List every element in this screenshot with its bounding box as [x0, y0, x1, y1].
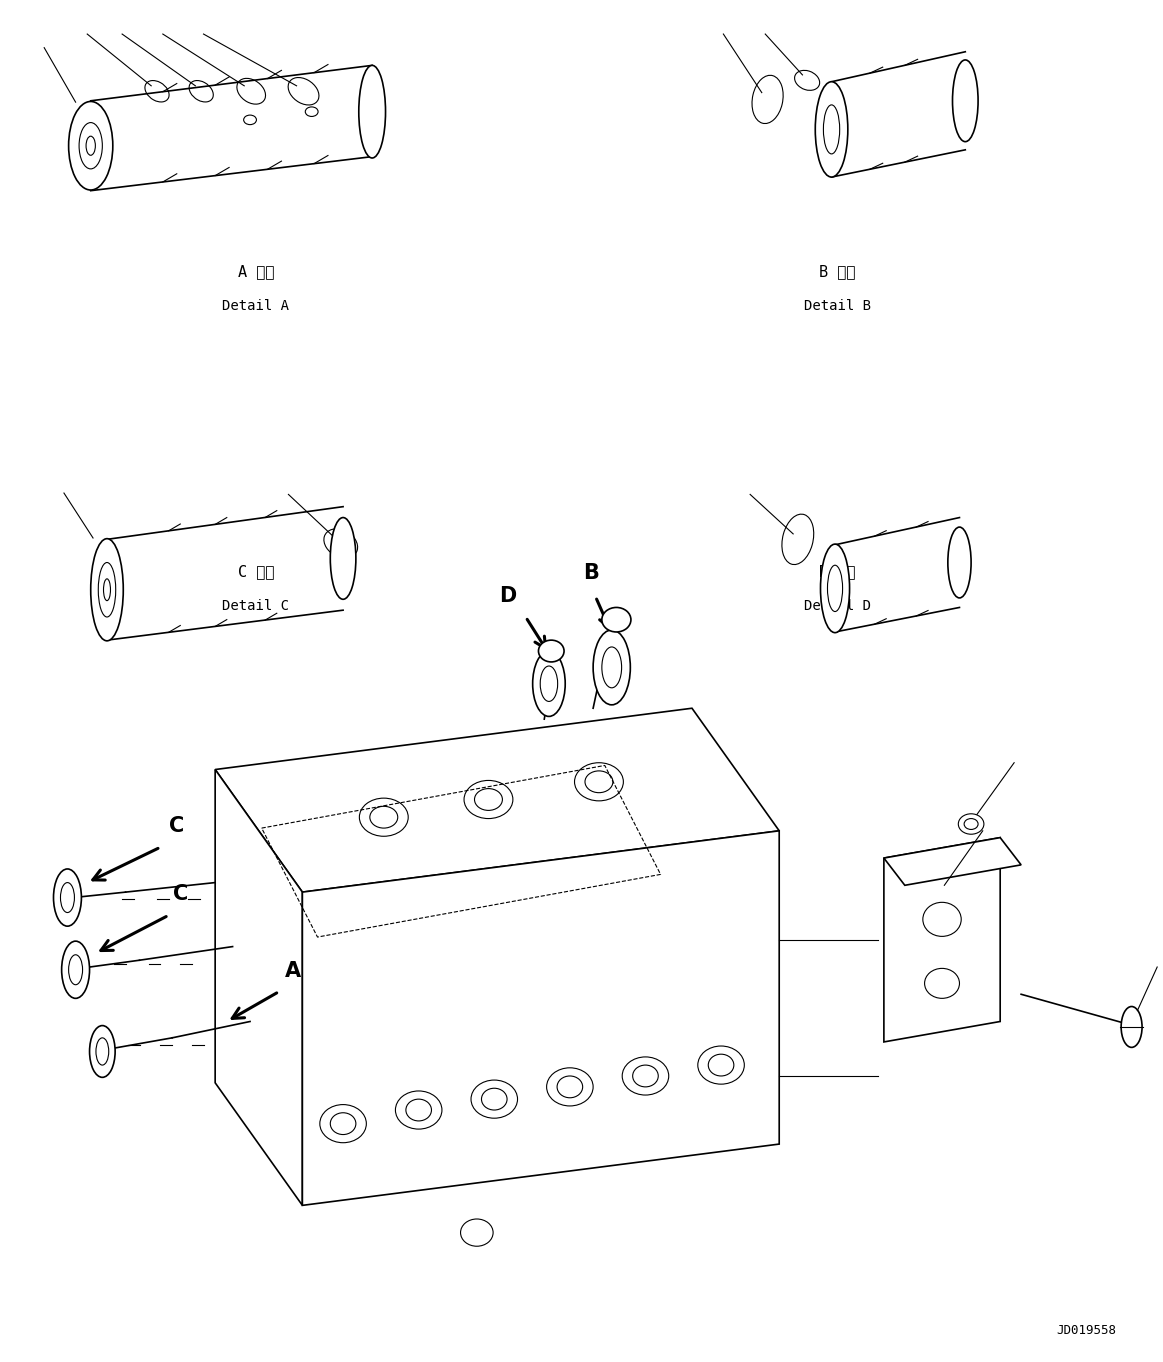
Polygon shape — [884, 838, 1021, 885]
Text: A 詳細: A 詳細 — [237, 264, 274, 279]
Polygon shape — [884, 838, 1000, 1042]
Ellipse shape — [538, 640, 564, 662]
Ellipse shape — [815, 82, 848, 177]
Ellipse shape — [593, 629, 630, 706]
Ellipse shape — [533, 651, 565, 716]
Ellipse shape — [320, 1105, 366, 1143]
Polygon shape — [302, 831, 779, 1205]
Ellipse shape — [1121, 1007, 1142, 1047]
Ellipse shape — [69, 101, 113, 191]
Ellipse shape — [359, 798, 408, 836]
Text: C: C — [172, 884, 188, 904]
Ellipse shape — [395, 1091, 442, 1129]
Ellipse shape — [90, 1026, 115, 1077]
Ellipse shape — [471, 1080, 518, 1118]
Ellipse shape — [358, 65, 386, 158]
Ellipse shape — [62, 941, 90, 998]
Ellipse shape — [698, 1046, 744, 1084]
Ellipse shape — [622, 1057, 669, 1095]
Text: A: A — [285, 960, 301, 981]
Ellipse shape — [952, 60, 978, 142]
Text: D 詳細: D 詳細 — [819, 564, 856, 579]
Ellipse shape — [461, 1219, 493, 1246]
Text: B 詳細: B 詳細 — [819, 264, 856, 279]
Ellipse shape — [575, 763, 623, 801]
Ellipse shape — [948, 527, 971, 598]
Text: Detail A: Detail A — [222, 300, 290, 313]
Ellipse shape — [464, 780, 513, 819]
Text: C: C — [169, 816, 185, 836]
Ellipse shape — [602, 607, 630, 632]
Text: Detail B: Detail B — [804, 300, 871, 313]
Ellipse shape — [821, 545, 849, 632]
Ellipse shape — [925, 968, 959, 998]
Ellipse shape — [547, 1068, 593, 1106]
Ellipse shape — [91, 539, 123, 642]
Text: B: B — [583, 563, 599, 583]
Text: JD019558: JD019558 — [1056, 1324, 1116, 1337]
Text: Detail D: Detail D — [804, 599, 871, 613]
Text: C 詳細: C 詳細 — [237, 564, 274, 579]
Ellipse shape — [923, 903, 962, 937]
Ellipse shape — [53, 869, 81, 926]
Text: Detail C: Detail C — [222, 599, 290, 613]
Text: D: D — [500, 586, 516, 606]
Polygon shape — [215, 770, 302, 1205]
Polygon shape — [215, 708, 779, 892]
Ellipse shape — [330, 518, 356, 599]
